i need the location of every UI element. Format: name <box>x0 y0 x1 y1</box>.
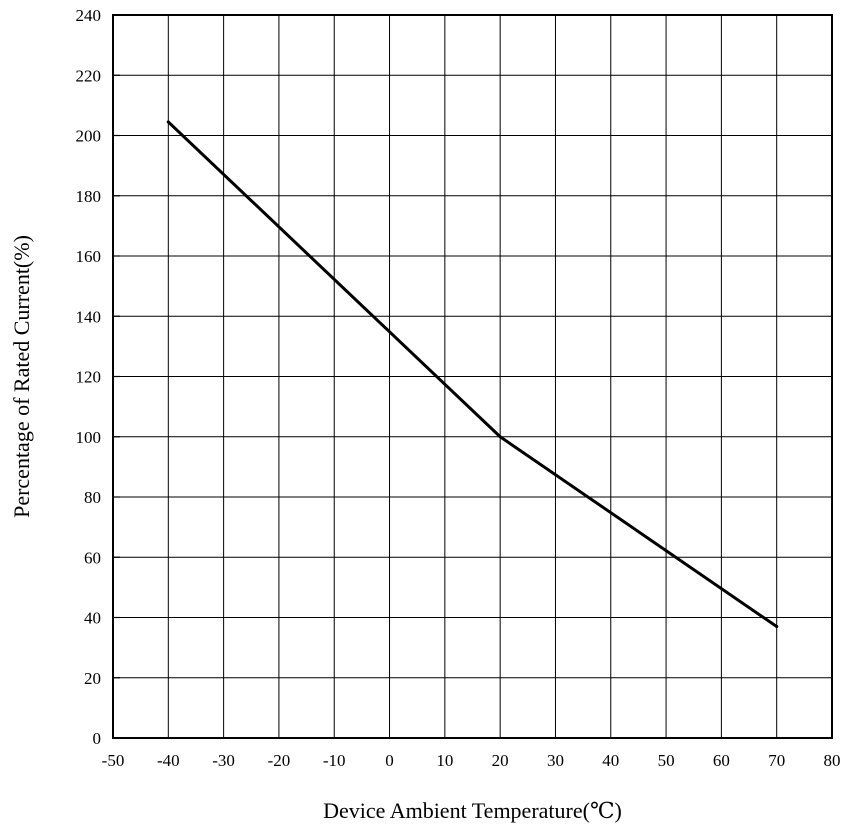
y-tick-labels: 0 20 40 60 80 100 120 140 160 180 200 220 240 <box>76 6 102 748</box>
y-tick-label: 20 <box>84 669 101 688</box>
x-tick-label: -30 <box>212 751 235 770</box>
x-tick-label: 80 <box>824 751 841 770</box>
x-tick-label: -50 <box>102 751 125 770</box>
series-layer <box>166 120 779 629</box>
tick-marks <box>113 14 120 739</box>
y-tick-label: 40 <box>84 609 101 628</box>
y-tick-label: 200 <box>76 127 102 146</box>
x-tick-label: 40 <box>602 751 619 770</box>
x-tick-labels: -50 -40 -30 -20 -10 0 10 20 30 40 50 60 70 80 <box>102 751 841 770</box>
y-tick-label: 60 <box>84 548 101 567</box>
y-tick-label: 100 <box>76 428 102 447</box>
y-tick-label: 180 <box>76 187 102 206</box>
y-tick-label: 220 <box>76 66 102 85</box>
x-tick-label: -10 <box>323 751 346 770</box>
x-tick-label: 10 <box>436 751 453 770</box>
data-point <box>498 435 502 439</box>
y-tick-label: 160 <box>76 247 102 266</box>
x-tick-label: 70 <box>768 751 785 770</box>
x-axis-title: Device Ambient Temperature(℃) <box>323 798 622 823</box>
x-tick-label: 50 <box>658 751 675 770</box>
x-tick-label: 30 <box>547 751 564 770</box>
y-tick-label: 140 <box>76 307 102 326</box>
y-tick-label: 120 <box>76 368 102 387</box>
y-tick-label: 240 <box>76 6 102 25</box>
y-axis-title: Percentage of Rated Current(%) <box>9 235 34 518</box>
grid-lines <box>113 15 832 738</box>
x-tick-label: -20 <box>268 751 291 770</box>
x-tick-label: -40 <box>157 751 180 770</box>
x-tick-label: 0 <box>385 751 394 770</box>
x-tick-label: 60 <box>713 751 730 770</box>
plot-area-frame <box>112 14 833 739</box>
x-tick-label: 20 <box>492 751 509 770</box>
data-point <box>166 120 170 124</box>
series-line <box>166 120 779 629</box>
y-tick-label: 80 <box>84 488 101 507</box>
data-point <box>775 625 779 629</box>
y-tick-label: 0 <box>93 729 102 748</box>
